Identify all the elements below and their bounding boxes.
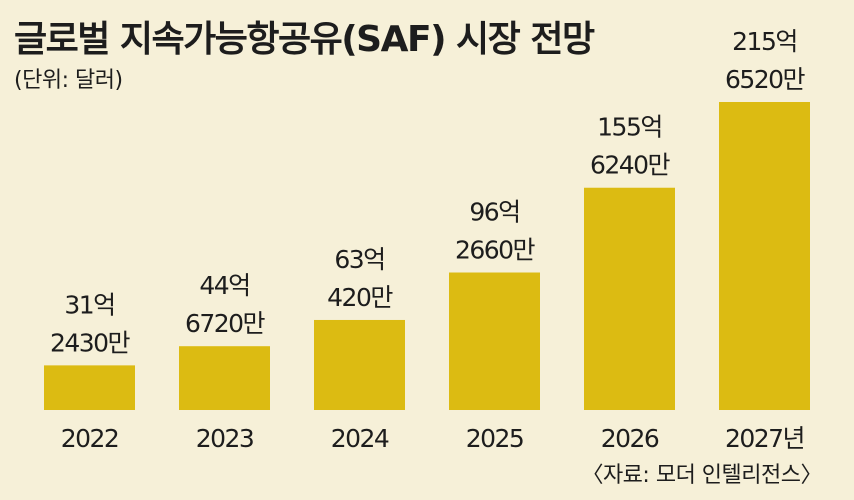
unit-note: (단위: 달러) [14, 68, 123, 93]
bar-2027년 [719, 102, 810, 410]
value-label-2027년-2: 6520만 [725, 65, 806, 94]
value-label-2025-1: 96억 [469, 198, 519, 227]
value-label-2025-2: 2660만 [455, 236, 536, 265]
value-label-2027년-1: 215억 [732, 27, 797, 56]
x-tick-label-2026: 2026 [601, 424, 659, 453]
value-label-2023-2: 6720만 [185, 309, 266, 338]
bar-2024 [314, 319, 405, 410]
bar-2026 [584, 187, 675, 410]
value-label-2026-2: 6240만 [590, 151, 671, 180]
x-tick-label-2024: 2024 [331, 424, 389, 453]
value-label-2026-1: 155억 [597, 113, 662, 142]
bar-2022 [44, 365, 135, 410]
bar-2023 [179, 346, 270, 410]
value-label-2022-1: 31억 [64, 290, 114, 319]
chart-title: 글로벌 지속가능항공유(SAF) 시장 전망 [14, 19, 595, 60]
value-label-2024-1: 63억 [334, 245, 384, 274]
x-tick-label-2022: 2022 [61, 424, 119, 453]
x-tick-label-2025: 2025 [466, 424, 524, 453]
x-tick-label-2023: 2023 [196, 424, 254, 453]
source-note: 〈자료: 모더 인텔리전스〉 [581, 463, 822, 488]
x-tick-label-2027년: 2027년 [725, 424, 804, 453]
bar-2025 [449, 272, 540, 410]
value-label-2024-2: 420만 [327, 283, 393, 312]
value-label-2023-1: 44억 [199, 271, 249, 300]
value-label-2022-2: 2430만 [50, 328, 131, 357]
